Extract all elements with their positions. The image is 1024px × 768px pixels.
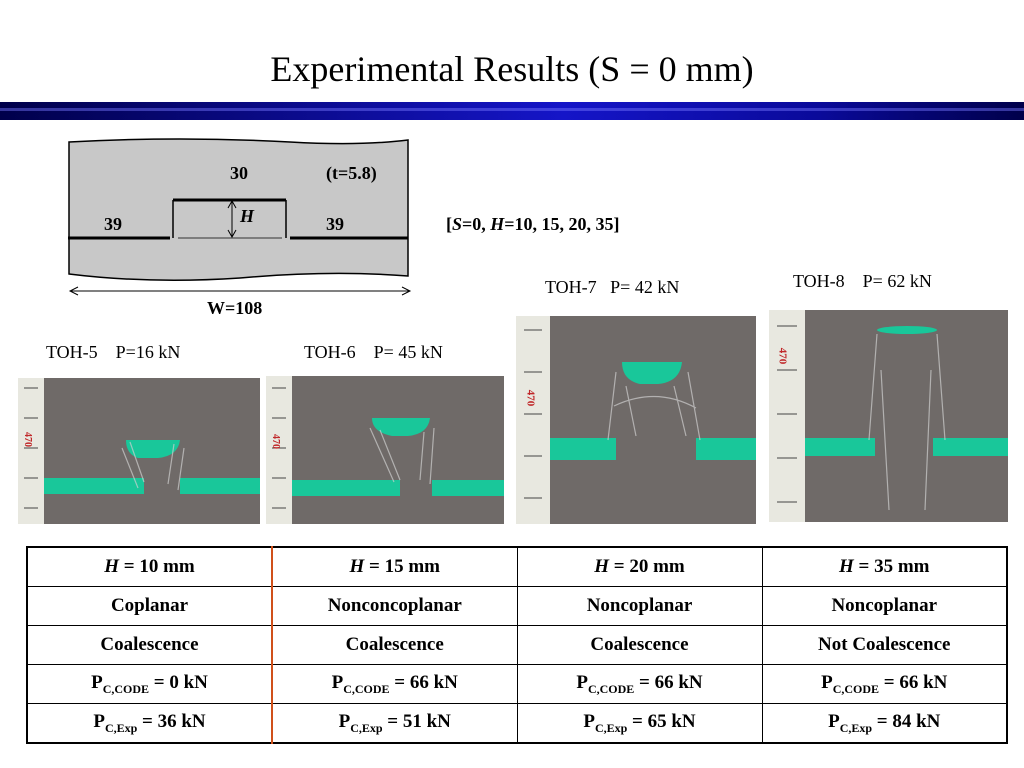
left-ligament-label: 39 [104,214,122,234]
code-subscript: C,CODE [587,681,635,696]
p-symbol: P [93,710,105,732]
table-cell: PC,Exp = 84 kN [761,703,1008,744]
table-cell: Coalescence [516,625,763,665]
specimen-id: TOH-7 [545,277,597,297]
table-cell: PC,Exp = 51 kN [271,703,518,744]
h-value: = 15 mm [369,556,440,577]
top-width-label: 30 [230,163,248,183]
table-row: PC,Exp = 36 kN PC,Exp = 51 kN PC,Exp = 6… [26,703,1008,744]
h-symbol: H [104,556,120,577]
specimen-load: P= 62 kN [862,271,932,291]
code-value: = 66 kN [394,671,458,693]
table-cell: H = 20 mm [516,546,763,587]
specimen-photo-toh5 [18,378,260,524]
param-open: [ [446,214,452,234]
specimen-caption-toh8: TOH-8 P= 62 kN [793,271,932,292]
width-label: W=108 [207,298,263,318]
specimen-id: TOH-5 [46,342,98,362]
table-cell: Nonconcoplanar [271,586,518,626]
exp-value: = 36 kN [142,710,206,732]
exp-subscript: C,Exp [594,720,628,735]
specimen-caption-toh7: TOH-7 P= 42 kN [545,277,679,298]
code-value: = 0 kN [153,671,208,693]
h-symbol: H [594,556,610,577]
table-cell: PC,Exp = 36 kN [26,703,273,744]
exp-subscript: C,Exp [839,720,873,735]
p-symbol: P [338,710,351,732]
code-value: = 66 kN [639,671,703,693]
table-cell: Not Coalescence [761,625,1008,665]
h-symbol: H [349,556,365,577]
right-ligament-label: 39 [326,214,344,234]
table-cell: PC,CODE = 66 kN [761,664,1008,704]
table-cell: Coalescence [271,625,518,665]
height-symbol: H [240,206,255,226]
table-row: PC,CODE = 0 kN PC,CODE = 66 kN PC,CODE =… [26,664,1008,704]
specimen-photo-toh8 [769,310,1008,522]
table-cell: H = 10 mm [26,546,273,587]
code-value: = 66 kN [883,671,948,693]
table-cell: Coplanar [26,586,273,626]
table-cell: Coalescence [26,625,273,665]
exp-value: = 51 kN [387,710,451,732]
specimen-caption-toh5: TOH-5 P=16 kN [46,342,180,363]
p-symbol: P [576,671,588,693]
ruler-mark: 470 [270,434,281,449]
table-cell: H = 35 mm [761,546,1008,587]
p-symbol: P [583,710,595,732]
table-row: Coalescence Coalescence Coalescence Not … [26,625,1008,665]
code-subscript: C,CODE [832,681,880,696]
code-subscript: C,CODE [102,681,150,696]
code-subscript: C,CODE [343,681,390,696]
ruler-mark: 470 [22,432,33,447]
h-value: = 35 mm [858,556,930,577]
ruler-mark: 470 [776,347,789,365]
specimen-id: TOH-8 [793,271,845,291]
table-cell: Noncoplanar [516,586,763,626]
h-value: = 10 mm [123,556,195,577]
specimen-caption-toh6: TOH-6 P= 45 kN [304,342,443,363]
results-table: H = 10 mm H = 15 mm H = 20 mm H = 35 mm … [26,546,1008,744]
p-symbol: P [91,671,103,693]
table-cell: PC,CODE = 66 kN [271,664,518,704]
exp-subscript: C,Exp [104,720,138,735]
specimen-load: P=16 kN [115,342,181,362]
h-value: = 20 mm [613,556,685,577]
thickness-label: (t=5.8) [326,163,377,183]
table-cell: PC,CODE = 66 kN [516,664,763,704]
slide-title: Experimental Results (S = 0 mm) [270,49,754,89]
specimen-load: P= 42 kN [610,277,680,297]
title-bar [0,102,1024,120]
table-row: H = 10 mm H = 15 mm H = 20 mm H = 35 mm [26,546,1008,587]
exp-value: = 84 kN [876,710,941,732]
specimen-photo-toh6 [266,376,504,524]
h-symbol: H [838,556,854,577]
specimen-load: P= 45 kN [373,342,443,362]
table-cell: H = 15 mm [271,546,518,587]
parameter-set: [S=0, H=10, 15, 20, 35] [446,214,620,235]
specimen-id: TOH-6 [304,342,356,362]
specimen-photo-toh7 [516,316,756,524]
ruler-mark: 470 [524,389,537,407]
table-cell: PC,Exp = 65 kN [516,703,763,744]
table-cell: Noncoplanar [761,586,1008,626]
table-cell: PC,CODE = 0 kN [26,664,273,704]
param-h-values: =10, 15, 20, 35] [504,214,620,234]
flaw-schematic [60,138,420,328]
table-row: Coplanar Nonconcoplanar Noncoplanar Nonc… [26,586,1008,626]
p-symbol: P [331,671,344,693]
param-s-value: =0, [462,214,491,234]
param-s-symbol: S [452,214,463,234]
p-symbol: P [821,671,833,693]
p-symbol: P [828,710,840,732]
param-h-symbol: H [490,214,505,234]
exp-subscript: C,Exp [350,720,383,735]
exp-value: = 65 kN [632,710,696,732]
